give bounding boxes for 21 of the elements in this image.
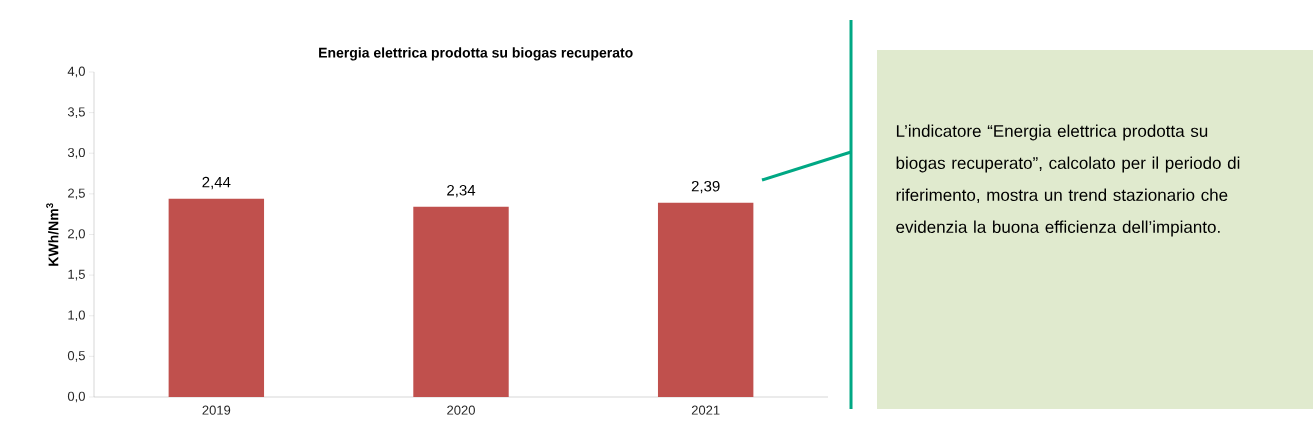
y-tick-label: 3,5	[67, 107, 85, 118]
y-tick-label: 4,0	[67, 66, 85, 78]
y-tick-label: 2,5	[68, 188, 85, 200]
y-tick-label: 1,5	[68, 269, 85, 281]
x-tick-label: 2019	[202, 405, 231, 415]
y-axis-title: KWh/Nm$^{3}$	[46, 203, 59, 266]
data-label: 2,34	[447, 184, 476, 198]
data-label: 2,39	[691, 180, 720, 194]
y-tick-label: 3,0	[67, 147, 85, 159]
y-tick-label: 0,0	[67, 391, 85, 403]
bar	[168, 198, 265, 397]
y-tick-label: 0,5	[67, 351, 85, 362]
chart-title: Energia elettrica prodotta su biogas recuperato	[319, 47, 633, 61]
y-tick-label: 1,0	[68, 310, 85, 322]
bar	[413, 206, 509, 397]
x-tick-label: 2020	[447, 405, 475, 415]
y-tick-label: 2,0	[68, 229, 85, 240]
data-label: 2,44	[202, 176, 231, 190]
x-tick-label: 2021	[691, 405, 720, 415]
bar	[657, 202, 754, 397]
text: L’indicatore “Energia elettrica prodotta su biogas recuperato”, calcolato per il periodo di riferimento, mostra un trend stazionario che evidenzia la buona efficienza dell’impianto.	[896, 124, 1240, 237]
